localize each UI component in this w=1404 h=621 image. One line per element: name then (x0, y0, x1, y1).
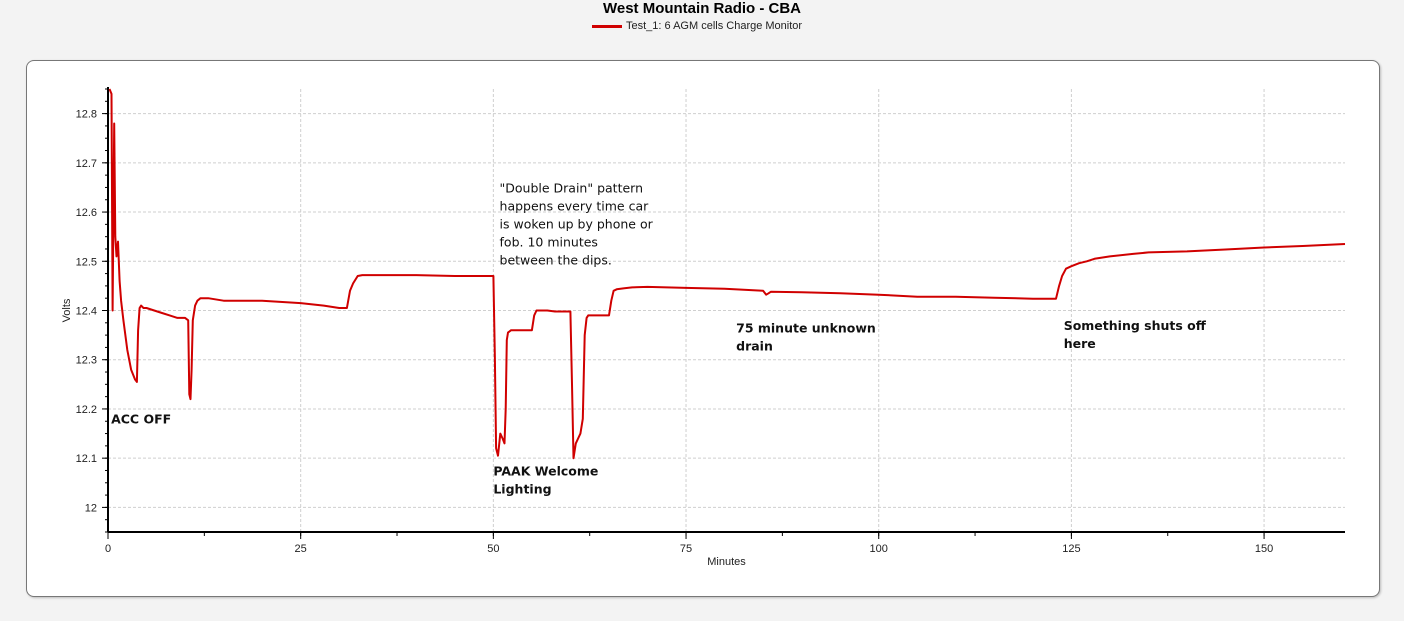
series-line (108, 88, 1346, 460)
annotation-line: "Double Drain" pattern (500, 180, 644, 195)
annotations: ACC OFF "Double Drain" pattern happens eve… (111, 180, 1207, 496)
annotation-unknown-drain: 75 minute unknown drain (736, 321, 876, 354)
annotation-line: PAAK Welcome (493, 463, 598, 478)
y-axis-label: Volts (61, 298, 73, 322)
annotation-shuts-off: Something shuts off here (1064, 318, 1207, 351)
annotation-line: is woken up by phone or (500, 216, 654, 231)
y-tick-label: 12.6 (76, 207, 97, 219)
legend-swatch (592, 24, 622, 28)
y-tick-label: 12.5 (76, 256, 97, 268)
x-tick-label: 0 (105, 543, 111, 555)
y-tick-label: 12.1 (76, 453, 97, 465)
y-tick-label: 12 (85, 502, 97, 514)
x-axis-label: Minutes (707, 556, 746, 568)
y-tick-label: 12.4 (76, 306, 97, 318)
annotation-acc-off: ACC OFF (111, 412, 171, 427)
annotation-line: 75 minute unknown (736, 321, 876, 336)
y-tick-label: 12.3 (76, 355, 97, 367)
annotation-line: Something shuts off (1064, 318, 1207, 333)
y-tick-label: 12.7 (76, 158, 97, 170)
chart-title: West Mountain Radio - CBA (602, 0, 802, 17)
chart-legend: Test_1: 6 AGM cells Charge Monitor (592, 20, 802, 32)
y-tick-label: 12.2 (76, 404, 97, 416)
annotation-line: fob. 10 minutes (500, 234, 598, 249)
annotation-double-drain: "Double Drain" pattern happens every time… (500, 180, 654, 267)
annotation-line: Lighting (493, 481, 551, 496)
annotation-line: happens every time car (500, 198, 650, 213)
annotation-paak: PAAK Welcome Lighting (493, 463, 598, 496)
chart-svg: 12 12.1 12.2 12.3 12.4 12.5 12.6 12.7 12.8 0 25 50… (61, 87, 1346, 568)
annotation-line: ACC OFF (111, 412, 171, 427)
x-tick-labels: 0 25 50 75 100 125 150 (105, 543, 1273, 555)
x-tick-label: 100 (870, 543, 888, 555)
annotation-line: between the dips. (500, 252, 612, 267)
chart-panel: 12 12.1 12.2 12.3 12.4 12.5 12.6 12.7 12.8 0 25 50… (26, 60, 1380, 597)
axes (102, 87, 1345, 539)
y-tick-label: 12.8 (76, 109, 97, 121)
y-tick-labels: 12 12.1 12.2 12.3 12.4 12.5 12.6 12.7 12.8 (76, 109, 97, 515)
x-tick-label: 125 (1062, 543, 1080, 555)
annotation-line: drain (736, 339, 773, 354)
x-tick-label: 150 (1255, 543, 1273, 555)
x-tick-label: 75 (680, 543, 692, 555)
grid-lines (108, 89, 1345, 532)
legend-entry: Test_1: 6 AGM cells Charge Monitor (626, 20, 803, 32)
minor-ticks (105, 88, 1265, 536)
x-tick-label: 50 (487, 543, 499, 555)
annotation-line: here (1064, 336, 1096, 351)
x-tick-label: 25 (295, 543, 307, 555)
